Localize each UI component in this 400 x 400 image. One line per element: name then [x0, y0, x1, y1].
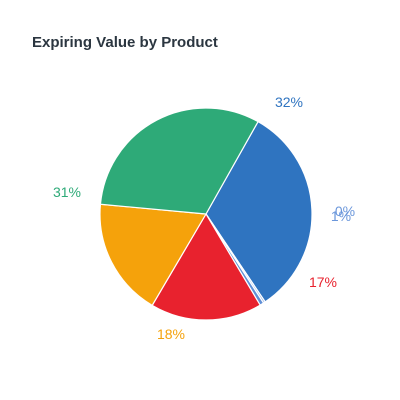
pie-slice[interactable] [99, 203, 207, 306]
pie-slice[interactable] [99, 107, 259, 215]
slice-label: 32% [275, 94, 303, 110]
pie-labels: 32% 0%1% 17% 18% 31% [53, 94, 355, 342]
slice-label: 17% [309, 274, 337, 290]
slice-label: 1% [331, 208, 351, 224]
slice-label: 31% [53, 184, 81, 200]
slice-label: 18% [157, 326, 185, 342]
pie-slice[interactable] [205, 121, 313, 303]
pie-slices [99, 107, 313, 321]
slice-label: 0% [335, 203, 355, 219]
chart-title: Expiring Value by Product [32, 34, 218, 51]
pie-slice[interactable] [151, 213, 261, 321]
